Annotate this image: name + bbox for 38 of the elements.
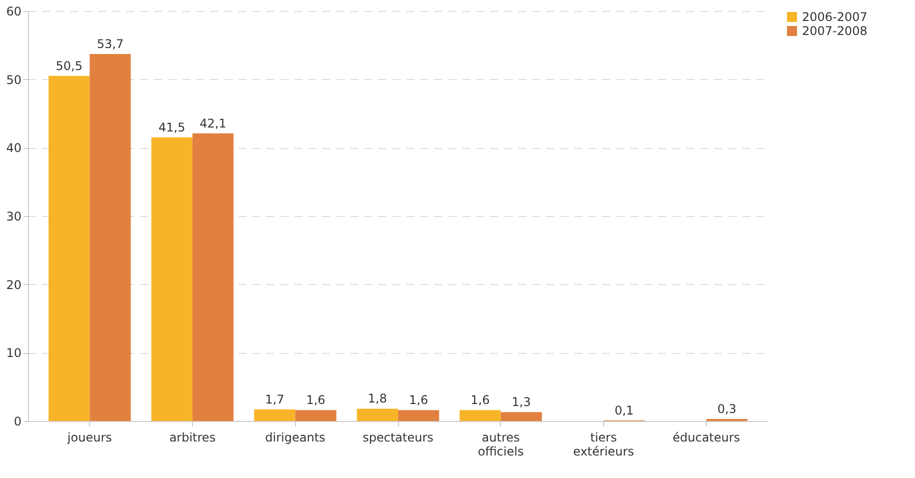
bar (398, 410, 440, 421)
y-tick-label: 60 (6, 4, 22, 18)
x-tick-label: joueurs (66, 430, 112, 444)
x-tick-label: dirigeants (265, 430, 326, 444)
data-label: 1,7 (265, 392, 284, 406)
data-label: 1,6 (409, 393, 428, 408)
y-tick-label: 40 (6, 141, 22, 156)
bar (90, 54, 131, 421)
data-label: 0,3 (717, 402, 736, 416)
data-label: 1,8 (368, 392, 387, 406)
bar (500, 412, 542, 421)
y-tick-label: 50 (6, 72, 22, 87)
data-label: 1,6 (306, 393, 326, 408)
y-tick-label: 30 (6, 210, 22, 224)
data-label: 1,3 (512, 395, 531, 410)
bar (192, 133, 234, 421)
data-label: 42,1 (200, 116, 226, 130)
y-tick-label: 20 (6, 278, 22, 292)
bar (295, 410, 336, 421)
data-label: 41,5 (158, 120, 186, 134)
bar (151, 137, 192, 421)
bar (48, 76, 90, 421)
x-tick-label: spectateurs (362, 430, 434, 444)
data-label: 0,1 (614, 403, 634, 418)
y-tick-label: 10 (6, 346, 22, 360)
x-tick-label: tiers extérieurs (573, 430, 634, 458)
bar (254, 409, 296, 421)
legend-label: 2007-2008 (802, 24, 868, 38)
x-tick-label: arbitres (169, 430, 216, 444)
x-tick-label: autres officiels (478, 430, 524, 458)
bar (460, 410, 501, 421)
data-label: 50,5 (56, 58, 82, 73)
y-tick-label: 0 (14, 414, 22, 428)
bar (356, 408, 398, 421)
data-label: 53,7 (96, 37, 124, 52)
legend-label: 2006-2007 (802, 10, 868, 24)
x-tick-label: éducateurs (672, 430, 740, 444)
data-label: 1,6 (470, 393, 490, 408)
